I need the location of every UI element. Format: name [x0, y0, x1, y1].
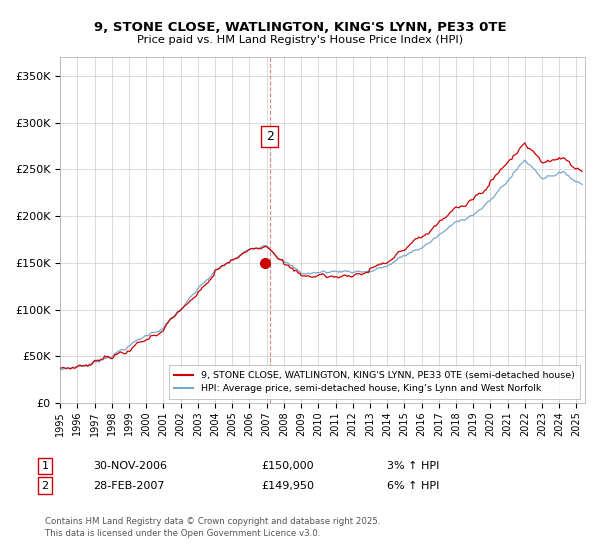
- Text: £149,950: £149,950: [261, 480, 314, 491]
- Text: Contains HM Land Registry data © Crown copyright and database right 2025.
This d: Contains HM Land Registry data © Crown c…: [45, 517, 380, 538]
- Text: Price paid vs. HM Land Registry's House Price Index (HPI): Price paid vs. HM Land Registry's House …: [137, 35, 463, 45]
- Text: 2: 2: [266, 130, 274, 143]
- Text: 28-FEB-2007: 28-FEB-2007: [93, 480, 164, 491]
- Text: 2: 2: [41, 480, 49, 491]
- Text: 3% ↑ HPI: 3% ↑ HPI: [387, 461, 439, 471]
- Text: 1: 1: [41, 461, 49, 471]
- Text: 6% ↑ HPI: 6% ↑ HPI: [387, 480, 439, 491]
- Legend: 9, STONE CLOSE, WATLINGTON, KING'S LYNN, PE33 0TE (semi-detached house), HPI: Av: 9, STONE CLOSE, WATLINGTON, KING'S LYNN,…: [169, 366, 580, 399]
- Text: 9, STONE CLOSE, WATLINGTON, KING'S LYNN, PE33 0TE: 9, STONE CLOSE, WATLINGTON, KING'S LYNN,…: [94, 21, 506, 34]
- Text: 30-NOV-2006: 30-NOV-2006: [93, 461, 167, 471]
- Text: £150,000: £150,000: [261, 461, 314, 471]
